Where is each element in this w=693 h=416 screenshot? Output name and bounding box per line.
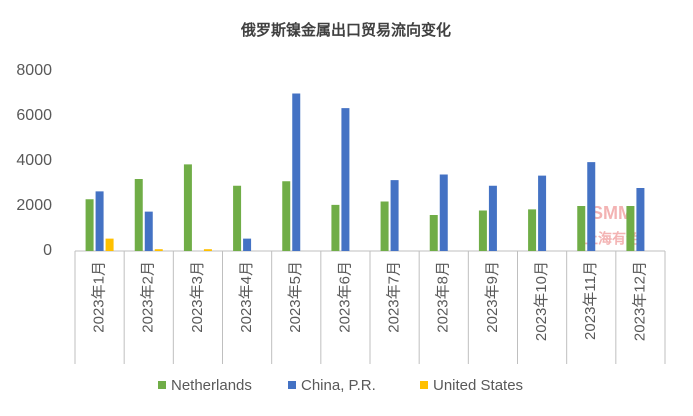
x-tick-label: 2023年4月	[238, 261, 255, 333]
y-tick-label: 6000	[16, 107, 52, 124]
y-tick-label: 4000	[16, 152, 52, 169]
bar	[282, 181, 291, 251]
x-tick-label: 2023年12月	[631, 261, 648, 341]
bar	[243, 238, 252, 251]
x-tick-label: 2023年3月	[189, 261, 206, 333]
x-tick-label: 2023年1月	[91, 261, 108, 333]
legend-label: Netherlands	[171, 377, 252, 394]
y-tick-label: 2000	[16, 197, 52, 214]
bar	[439, 174, 448, 251]
bar	[478, 210, 487, 251]
bar	[144, 211, 153, 251]
bar	[636, 188, 645, 251]
bar	[183, 164, 192, 251]
legend-label: United States	[433, 377, 523, 394]
bar	[233, 185, 242, 251]
bar	[587, 162, 596, 251]
x-tick-label: 2023年5月	[287, 261, 304, 333]
bar	[429, 215, 438, 251]
x-tick-label: 2023年8月	[435, 261, 452, 333]
x-tick-label: 2023年10月	[533, 261, 550, 341]
bar	[154, 249, 163, 251]
bar	[95, 191, 104, 251]
bar	[577, 206, 586, 251]
bar	[85, 199, 94, 251]
legend-swatch	[158, 381, 166, 389]
x-tick-label: 2023年6月	[336, 261, 353, 333]
bar	[528, 209, 537, 251]
bar	[341, 108, 350, 251]
y-tick-label: 8000	[16, 62, 52, 79]
y-tick-label: 0	[43, 242, 52, 259]
chart-title: 俄罗斯镍金属出口贸易流向变化	[240, 21, 451, 39]
x-tick-label: 2023年2月	[140, 261, 157, 333]
x-tick-label: 2023年9月	[484, 261, 501, 333]
x-tick-label: 2023年11月	[582, 261, 599, 340]
legend-label: China, P.R.	[301, 377, 376, 394]
bar	[538, 175, 547, 251]
watermark-text: 上海有色	[584, 231, 640, 247]
watermark-logo: SMM	[591, 203, 633, 223]
x-tick-label: 2023年7月	[386, 261, 403, 333]
bar	[105, 238, 114, 251]
bar	[331, 204, 340, 251]
bar	[390, 180, 399, 251]
bar	[626, 206, 635, 251]
legend-swatch	[288, 381, 296, 389]
bar	[203, 249, 212, 251]
legend-swatch	[420, 381, 428, 389]
bar	[380, 201, 389, 251]
bar	[292, 93, 301, 251]
bar	[134, 179, 143, 251]
bar	[488, 185, 497, 251]
